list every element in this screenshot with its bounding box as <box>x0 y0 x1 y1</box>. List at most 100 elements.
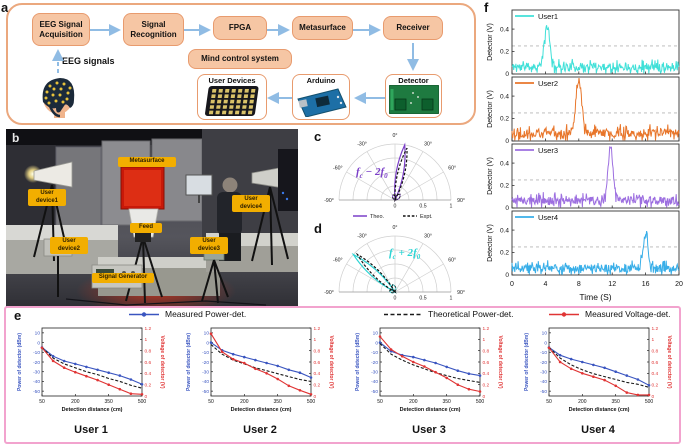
svg-text:-10: -10 <box>33 350 40 356</box>
svg-text:16: 16 <box>642 281 650 288</box>
svg-text:User3: User3 <box>538 146 558 155</box>
svg-text:-30°: -30° <box>357 234 367 240</box>
svg-text:500: 500 <box>645 399 654 405</box>
svg-text:0.4: 0.4 <box>500 160 509 167</box>
svg-text:1.2: 1.2 <box>483 326 490 332</box>
legend-measured-voltage: Measured Voltage-det. <box>548 309 671 319</box>
svg-text:-50: -50 <box>202 389 209 395</box>
svg-text:0: 0 <box>375 340 378 346</box>
block-fpga: FPGA <box>213 16 267 40</box>
svg-text:-30: -30 <box>202 370 209 376</box>
svg-text:-30°: -30° <box>357 142 367 148</box>
chart-title-user1: User 1 <box>74 424 108 436</box>
svg-text:10: 10 <box>204 331 210 337</box>
svg-text:20: 20 <box>675 281 683 288</box>
svg-text:500: 500 <box>138 399 147 405</box>
svg-text:500: 500 <box>307 399 316 405</box>
device-title-detector: Detector <box>398 76 429 85</box>
block-metasurface: Metasurface <box>292 16 353 40</box>
svg-text:30°: 30° <box>424 142 432 148</box>
svg-text:Detector (V): Detector (V) <box>487 157 494 195</box>
device-title-user-devices: User Devices <box>208 76 256 85</box>
panel-e-distance-charts <box>4 306 681 444</box>
panel-label-b: b <box>12 131 20 145</box>
svg-text:0: 0 <box>314 394 317 400</box>
svg-text:60°: 60° <box>448 258 456 264</box>
svg-text:-40: -40 <box>540 379 547 385</box>
svg-text:-30: -30 <box>33 370 40 376</box>
svg-text:60°: 60° <box>448 166 456 172</box>
svg-text:50: 50 <box>208 399 214 405</box>
photo-label-user-device3: User device3 <box>190 237 228 254</box>
svg-text:-20: -20 <box>33 360 40 366</box>
svg-text:0.5: 0.5 <box>419 204 426 210</box>
arduino-board-image <box>297 88 347 118</box>
svg-text:-40: -40 <box>371 379 378 385</box>
legend-label-measured-power: Measured Power-det. <box>165 309 247 319</box>
svg-text:Detector (V): Detector (V) <box>487 23 494 61</box>
svg-text:1.2: 1.2 <box>314 326 321 332</box>
svg-text:12: 12 <box>608 281 616 288</box>
legend-swatch-theoretical-power <box>384 313 422 315</box>
svg-text:1: 1 <box>314 337 317 343</box>
svg-text:Time (S): Time (S) <box>579 292 611 302</box>
svg-text:0.2: 0.2 <box>500 116 509 123</box>
svg-text:0.6: 0.6 <box>145 360 152 366</box>
legend-theoretical-power: Theoretical Power-det. <box>383 309 514 319</box>
legend-swatch-measured-voltage <box>549 311 579 317</box>
svg-text:Detection distance (cm): Detection distance (cm) <box>400 407 461 413</box>
svg-text:User2: User2 <box>538 79 558 88</box>
svg-text:0.6: 0.6 <box>652 360 659 366</box>
svg-text:-30: -30 <box>540 370 547 376</box>
led-matrix-image <box>205 86 259 116</box>
eeg-signals-label: EEG signals <box>62 56 115 66</box>
svg-text:Detector (V): Detector (V) <box>487 90 494 128</box>
svg-text:Voltage of detector (V): Voltage of detector (V) <box>497 336 503 389</box>
block-mind-control-system: Mind control system <box>188 49 292 69</box>
svg-text:50: 50 <box>546 399 552 405</box>
device-box-detector: Detector <box>385 74 442 118</box>
panel-label-c: c <box>314 129 322 144</box>
svg-text:0: 0 <box>510 281 514 288</box>
chin-strap <box>48 105 61 118</box>
svg-text:0: 0 <box>505 71 509 78</box>
svg-text:0.2: 0.2 <box>652 382 659 388</box>
detector-time-series-charts: 0 0.2 0.4 Detector (V) User1 0 0.2 0.4 Detector … <box>487 9 683 302</box>
device-title-arduino: Arduino <box>306 76 336 85</box>
svg-text:0.8: 0.8 <box>314 348 321 354</box>
svg-text:90°: 90° <box>457 290 465 296</box>
svg-text:30°: 30° <box>424 234 432 240</box>
svg-text:0.6: 0.6 <box>314 360 321 366</box>
photo-label-metasurface: Metasurface <box>118 157 176 167</box>
svg-text:0: 0 <box>544 340 547 346</box>
svg-text:0: 0 <box>394 204 397 210</box>
polar-chart-c: -90° -60° -30° 0° 30° 60° 90° 0 0.5 1 Theo. Expt. <box>324 133 465 220</box>
photo-label-user-device1: User device1 <box>28 189 66 206</box>
svg-text:0.2: 0.2 <box>500 49 509 56</box>
svg-text:0.4: 0.4 <box>500 26 509 33</box>
svg-text:-10: -10 <box>371 350 378 356</box>
chart-user1-distance: 10 0 -10 -20 -30 -40 -50 0 0.2 0.4 0.6 0.8 1 1.2 50 200… <box>17 326 165 413</box>
svg-text:-20: -20 <box>202 360 209 366</box>
device-box-user-devices: User Devices <box>197 74 267 120</box>
svg-text:1: 1 <box>145 337 148 343</box>
svg-text:Voltage of detector (V): Voltage of detector (V) <box>328 336 334 389</box>
eeg-electrodes <box>44 81 72 105</box>
svg-text:50: 50 <box>377 399 383 405</box>
svg-text:Power of detector (dBm): Power of detector (dBm) <box>17 333 23 391</box>
legend-measured-power: Measured Power-det. <box>128 309 246 319</box>
svg-text:0: 0 <box>37 340 40 346</box>
svg-text:0.8: 0.8 <box>652 348 659 354</box>
svg-text:Theo.: Theo. <box>370 214 385 220</box>
svg-text:200: 200 <box>409 399 418 405</box>
chart-title-user3: User 3 <box>412 424 446 436</box>
block-receiver: Receiver <box>383 16 443 40</box>
svg-text:350: 350 <box>273 399 282 405</box>
svg-text:Power of detector (dBm): Power of detector (dBm) <box>186 333 192 391</box>
annotation-fc-plus-2f0: fc + 2f0 <box>389 247 421 262</box>
svg-text:500: 500 <box>476 399 485 405</box>
svg-text:0: 0 <box>505 272 509 279</box>
svg-text:350: 350 <box>442 399 451 405</box>
legend-label-measured-voltage: Measured Voltage-det. <box>585 309 671 319</box>
